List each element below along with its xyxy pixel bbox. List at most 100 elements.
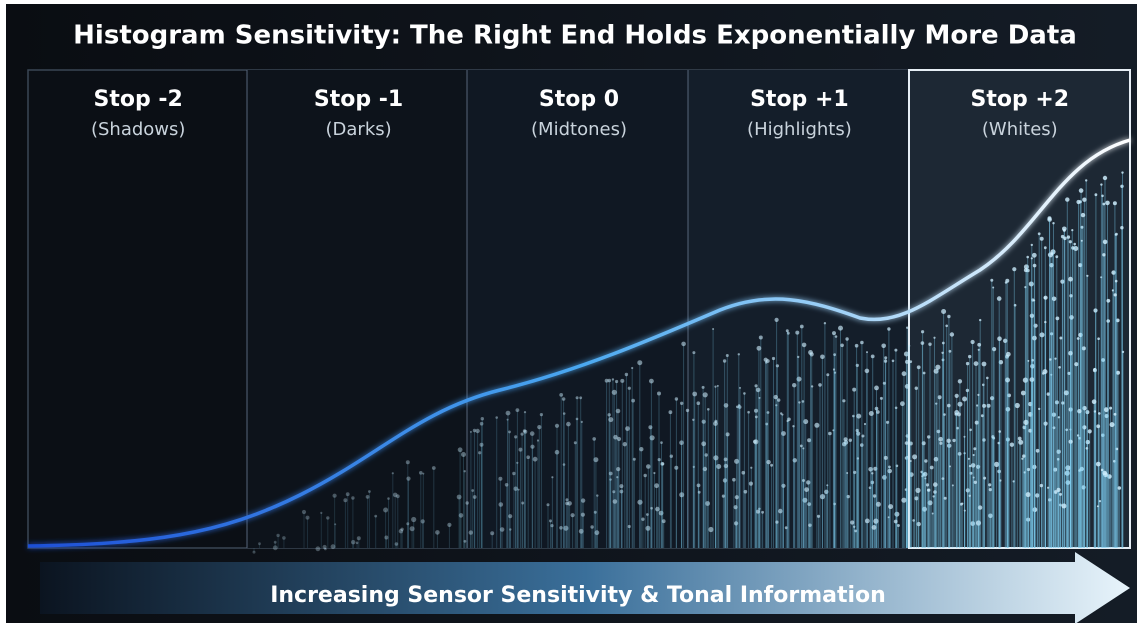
sparkle-dot [806, 480, 811, 485]
sparkle-dot [785, 329, 789, 333]
sparkle-dot [324, 547, 327, 551]
sparkle-dot [963, 452, 966, 455]
sparkle-dot [946, 438, 951, 443]
sparkle-dot [1013, 303, 1017, 307]
sparkle-dot [722, 478, 728, 483]
sparkle-dot [807, 438, 812, 443]
sparkle-dot [674, 465, 679, 470]
sparkle-dot [906, 455, 909, 458]
sparkle-dot [405, 460, 410, 465]
sparkle-dot [573, 441, 577, 445]
sparkle-dot [566, 421, 571, 427]
sparkle-dot [915, 487, 921, 493]
sparkle-dot [723, 403, 729, 408]
sparkle-dot [559, 526, 563, 530]
sparkle-dot [565, 498, 569, 502]
sparkle-dot [750, 466, 753, 469]
sparkle-dot [922, 471, 928, 477]
sparkle-dot [627, 524, 631, 529]
sparkle-dot [1085, 179, 1088, 182]
sparkle-dot [743, 392, 746, 395]
sparkle-dot [903, 351, 909, 357]
sparkle-dot [969, 471, 973, 475]
sparkle-dot [472, 428, 477, 433]
panel-sublabel: (Darks) [326, 119, 392, 140]
sparkle-dot [932, 495, 935, 498]
sparkle-dot [1079, 466, 1085, 472]
sparkle-dot [301, 509, 307, 515]
sparkle-dot [343, 498, 348, 503]
sparkle-dot [936, 429, 941, 434]
sparkle-dot [810, 385, 814, 388]
sparkle-dot [979, 318, 982, 322]
sparkle-dot [1121, 350, 1125, 354]
sparkle-dot [795, 330, 800, 335]
sparkle-dot [1044, 320, 1047, 324]
sparkle-dot [702, 466, 708, 472]
sparkle-dot [692, 418, 695, 421]
sparkle-dot [616, 436, 622, 442]
sparkle-dot [1054, 357, 1057, 360]
sparkle-dot [315, 546, 321, 552]
sparkle-dot [1076, 199, 1081, 205]
sparkle-dot [734, 521, 739, 526]
sparkle-dot [471, 489, 475, 492]
sparkle-dot [887, 468, 892, 474]
sparkle-dot [1113, 293, 1117, 297]
sparkle-dot [368, 490, 371, 493]
sparkle-dot [956, 426, 959, 430]
sparkle-dot [499, 527, 505, 532]
sparkle-dot [1071, 229, 1074, 232]
sparkle-dot [612, 490, 616, 494]
sparkle-dot [1078, 188, 1084, 193]
sparkle-dot [741, 470, 746, 475]
sparkle-dot [478, 451, 482, 455]
sparkle-dot [1068, 407, 1073, 412]
sparkle-dot [1050, 373, 1053, 376]
sparkle-dot [753, 439, 759, 445]
sparkle-dot [332, 493, 337, 498]
sparkle-dot [345, 492, 350, 497]
sparkle-dot [1020, 390, 1026, 396]
sparkle-dot [1056, 487, 1061, 492]
sparkle-dot [1076, 434, 1080, 437]
sparkle-dot [400, 527, 404, 531]
sparkle-dot [654, 483, 659, 489]
sparkle-dot [692, 351, 696, 355]
sparkle-dot [625, 426, 630, 431]
sparkle-dot [1043, 246, 1047, 250]
sparkle-dot [1102, 239, 1108, 245]
sparkle-dot [520, 432, 524, 436]
sparkle-dot [916, 521, 921, 527]
sparkle-dot [970, 521, 976, 526]
sparkle-dot [988, 483, 992, 487]
sparkle-dot [775, 520, 779, 524]
sparkle-dot [1093, 410, 1097, 413]
sparkle-dot [479, 442, 484, 447]
sparkle-dot [1047, 486, 1050, 489]
sparkle-dot [916, 365, 921, 370]
sparkle-dot [567, 501, 572, 506]
sparkle-dot [422, 472, 425, 475]
sparkle-dot [992, 286, 995, 289]
sparkle-dot [685, 408, 690, 413]
sparkle-dot [537, 425, 542, 430]
sparkle-dot [1030, 364, 1035, 369]
sparkle-dot [886, 420, 890, 424]
sparkle-dot [888, 465, 891, 469]
sparkle-dot [933, 368, 939, 374]
sparkle-dot [808, 350, 813, 355]
sparkle-dot [529, 431, 535, 436]
sparkle-dot [816, 514, 821, 518]
sparkle-dot [1052, 222, 1055, 225]
sparkle-dot [929, 465, 934, 470]
sparkle-dot [914, 386, 918, 390]
sparkle-dot [970, 463, 976, 468]
sparkle-dot [615, 379, 619, 384]
sparkle-dot [658, 510, 664, 516]
sparkle-dot [680, 401, 684, 405]
sparkle-dot [974, 420, 979, 425]
sparkle-dot [823, 322, 827, 325]
sparkle-dot [1077, 409, 1082, 414]
sparkle-dot [1054, 400, 1059, 405]
